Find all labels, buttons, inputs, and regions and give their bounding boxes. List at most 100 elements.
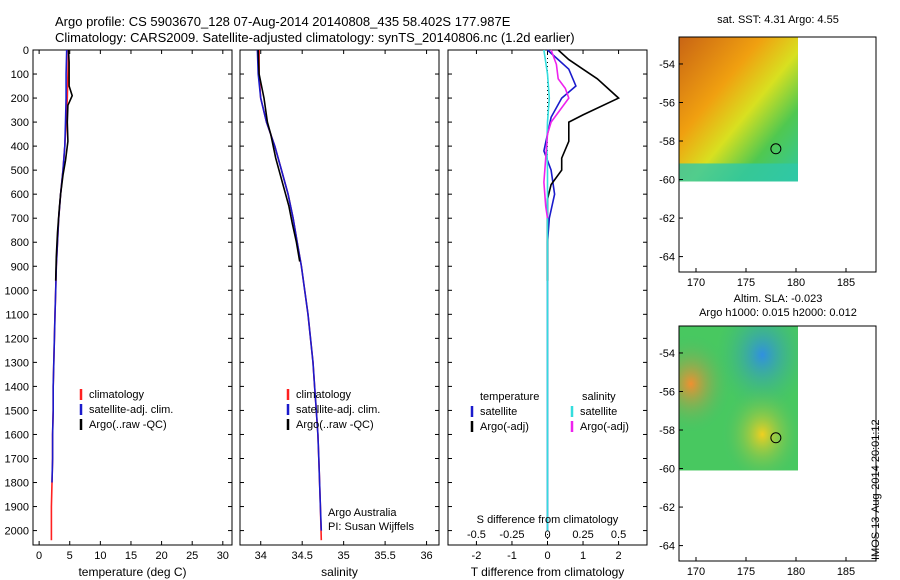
map-y-tick-label: -60 (659, 464, 675, 476)
map-x-tick-label: 170 (687, 277, 705, 289)
map-y-tick-label: -64 (659, 541, 675, 553)
map-y-tick-label: -58 (659, 136, 675, 148)
legend-entry: satellite (480, 406, 517, 418)
header-line2: Climatology: CARS2009. Satellite-adjuste… (55, 30, 575, 45)
map-panel-2: 170 175 180 185 -54 -56 -58 -60 -62 -64 Altim. SLA… (659, 293, 877, 578)
map-subtitle: Argo h1000: 0.015 h2000: 0.012 (699, 307, 857, 319)
legend-entry: Argo(..raw -QC) (296, 419, 374, 431)
x-tick-label: 25 (186, 550, 198, 562)
depth-tick-label: 1300 (5, 357, 29, 369)
x-axis-label: T difference from climatology (471, 565, 625, 579)
depth-tick-label: 2000 (5, 526, 29, 538)
map-y-tick-label: -62 (659, 502, 675, 514)
legend-entry: satellite-adj. clim. (89, 404, 173, 416)
depth-tick-label: 200 (11, 93, 29, 105)
depth-tick-label: 400 (11, 141, 29, 153)
x2-tick-label: 0 (544, 529, 550, 541)
x-tick-label: 20 (155, 550, 167, 562)
depth-tick-label: 1600 (5, 429, 29, 441)
panel-frame (32, 49, 233, 546)
depth-tick-label: 1800 (5, 478, 29, 490)
profile-panel-3: -2 -1 0 1 2 T difference from climatology temp… (447, 49, 648, 579)
x-tick-label: 34.5 (291, 550, 312, 562)
depth-tick-label: 100 (11, 69, 29, 81)
series-line-3 (543, 49, 551, 531)
x-tick-label: 15 (125, 550, 137, 562)
depth-tick-label: 1100 (5, 309, 29, 321)
map-x-tick-label: 170 (687, 566, 705, 578)
sst-field (679, 37, 798, 182)
map-x-tick-label: 175 (737, 277, 755, 289)
x2-axis-label: S difference from climatology (477, 514, 619, 526)
depth-tick-label: 300 (11, 117, 29, 129)
map-x-tick-label: 185 (837, 566, 855, 578)
depth-tick-label: 1000 (5, 285, 29, 297)
annotation-text: Argo Australia (328, 507, 397, 519)
x-tick-label: 34 (255, 550, 267, 562)
map-y-tick-label: -60 (659, 175, 675, 187)
annotation-text: PI: Susan Wijffels (328, 521, 414, 533)
profile-panel-1: 0100200300400500600700800900100011001200… (5, 45, 233, 579)
x-tick-label: 2 (616, 550, 622, 562)
legend-entry: Argo(..raw -QC) (89, 419, 167, 431)
x2-tick-label: -0.25 (499, 529, 524, 541)
legend-entry: climatology (296, 389, 352, 401)
series-line-4 (543, 49, 570, 219)
map-title: Altim. SLA: -0.023 (734, 293, 823, 305)
depth-tick-label: 1500 (5, 405, 29, 417)
map-y-tick-label: -54 (659, 59, 675, 71)
depth-tick-label: 1700 (5, 453, 29, 465)
depth-tick-label: 600 (11, 189, 29, 201)
series-line-2 (546, 49, 621, 281)
x-tick-label: 5 (67, 550, 73, 562)
x2-tick-label: 0.25 (572, 529, 593, 541)
x-axis-label: temperature (deg C) (78, 565, 186, 579)
depth-tick-label: 0 (23, 45, 29, 57)
depth-tick-label: 700 (11, 213, 29, 225)
depth-tick-label: 1900 (5, 502, 29, 514)
map-frame (678, 325, 877, 562)
legend-entry: satellite (580, 406, 617, 418)
timestamp-stamp: IMOS 13-Aug-2014 20:01:12 (870, 419, 882, 560)
x-tick-label: 0 (36, 550, 42, 562)
map-frame (678, 36, 877, 273)
x-tick-label: 10 (94, 550, 106, 562)
legend-group-title: temperature (480, 391, 539, 403)
x2-tick-label: -0.5 (467, 529, 486, 541)
legend-entry: climatology (89, 389, 145, 401)
x-tick-label: 35 (338, 550, 350, 562)
map-y-tick-label: -64 (659, 252, 675, 264)
series-line-1 (543, 49, 577, 531)
x-tick-label: 36 (420, 550, 432, 562)
depth-tick-label: 1400 (5, 381, 29, 393)
profile-panel-2: 34 34.5 35 35.5 36 salinity climatology satelli… (239, 49, 440, 579)
x2-tick-label: 0.5 (611, 529, 626, 541)
depth-tick-label: 800 (11, 237, 29, 249)
map-y-tick-label: -56 (659, 386, 675, 398)
depth-tick-label: 900 (11, 261, 29, 273)
legend-entry: Argo(-adj) (480, 421, 529, 433)
x-axis-label: salinity (321, 565, 358, 579)
sla-field-west (679, 326, 798, 471)
x-tick-label: 0 (544, 550, 550, 562)
map-panel-1: 170 175 180 185 -54 -56 -58 -60 -62 -64 sat. SST: … (659, 14, 877, 289)
legend-entry: Argo(-adj) (580, 421, 629, 433)
series-line-3 (257, 49, 301, 262)
map-x-tick-label: 180 (787, 277, 805, 289)
sst-field-south (679, 163, 798, 182)
map-x-tick-label: 180 (787, 566, 805, 578)
map-title: sat. SST: 4.31 Argo: 4.55 (717, 14, 839, 26)
map-x-tick-label: 175 (737, 566, 755, 578)
map-y-tick-label: -56 (659, 97, 675, 109)
x-tick-label: -1 (507, 550, 517, 562)
depth-tick-label: 1200 (5, 333, 29, 345)
map-x-tick-label: 185 (837, 277, 855, 289)
map-y-tick-label: -54 (659, 348, 675, 360)
argo-position-marker (770, 432, 782, 444)
x-tick-label: 35.5 (374, 550, 395, 562)
header-line1: Argo profile: CS 5903670_128 07-Aug-2014… (55, 14, 511, 29)
depth-tick-label: 500 (11, 165, 29, 177)
legend-group-title: salinity (582, 391, 616, 403)
series-line-2 (51, 49, 68, 483)
